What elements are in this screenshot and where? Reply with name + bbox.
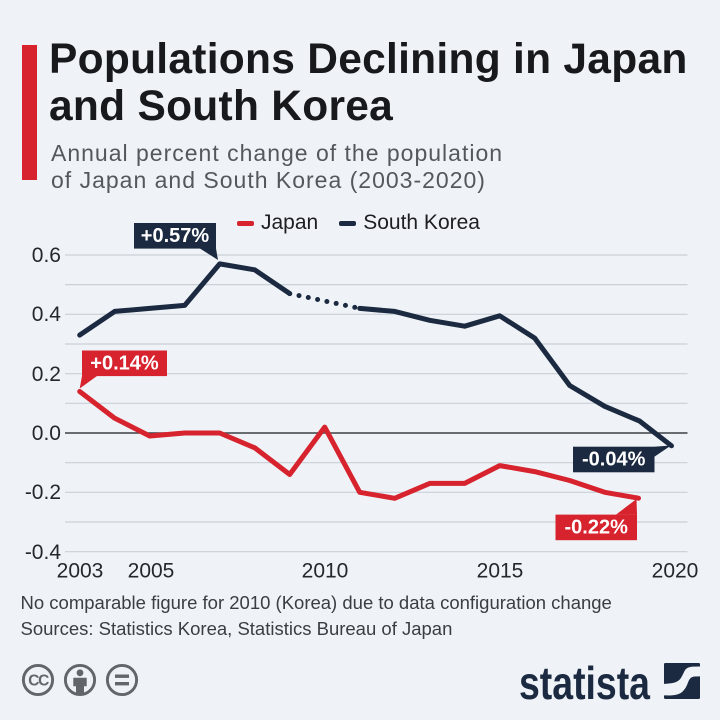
- svg-text:2010: 2010: [302, 560, 349, 583]
- svg-text:2020: 2020: [652, 560, 699, 583]
- svg-text:0.2: 0.2: [32, 363, 61, 386]
- svg-text:0.0: 0.0: [32, 422, 61, 445]
- svg-text:statista: statista: [519, 657, 650, 706]
- svg-text:-0.2: -0.2: [25, 481, 61, 504]
- svg-text:-0.4: -0.4: [25, 541, 62, 564]
- svg-text:+0.57%: +0.57%: [141, 225, 210, 247]
- svg-text:2015: 2015: [477, 560, 524, 583]
- svg-text:-0.04%: -0.04%: [582, 449, 646, 471]
- svg-text:2003: 2003: [57, 560, 104, 583]
- svg-text:+0.14%: +0.14%: [90, 353, 159, 375]
- svg-text:0.6: 0.6: [32, 244, 61, 267]
- svg-text:-0.22%: -0.22%: [565, 517, 629, 539]
- svg-text:2005: 2005: [128, 560, 175, 583]
- svg-text:CC: CC: [28, 673, 49, 690]
- svg-text:0.4: 0.4: [32, 303, 62, 326]
